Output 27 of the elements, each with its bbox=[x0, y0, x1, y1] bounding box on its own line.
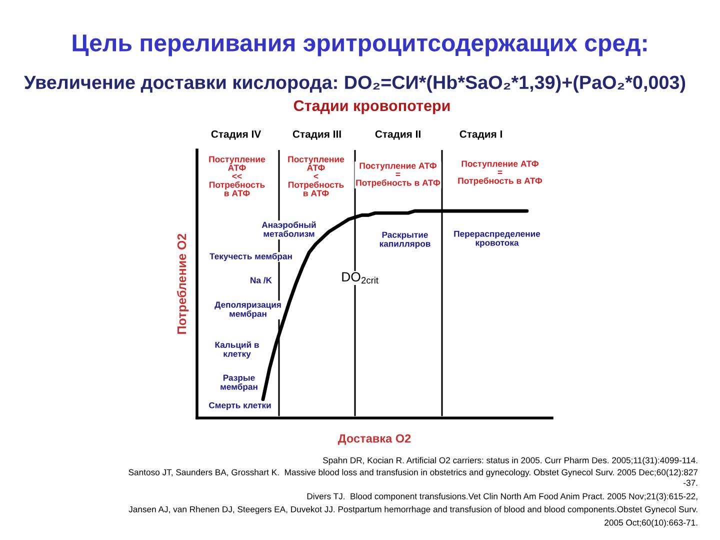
annotation: Перераспределение кровотока bbox=[454, 230, 540, 248]
annotation: Деполяризация мембран bbox=[214, 302, 281, 319]
annotation: Разрые мембран bbox=[220, 374, 258, 392]
chart-subtitle: Увеличение доставки кислорода: DO₂=СИ*(Hb*SaO₂*1,39)+(PaO₂*0,003) bbox=[24, 75, 686, 93]
text: Santoso JT, Saunders BA, Grosshart K. Massive blood loss and transfusion in obstetrics and gynecology. Obstet Gynecol Surv. 2005 Dec;60(12):827 -37. bbox=[128, 469, 698, 486]
annotation: DO$_{2crit}$ bbox=[342, 272, 378, 284]
text: Jansen AJ, van Rhenen DJ, Steegers EA, Duvekot JJ. Postpartum hemorrhage and transfusion of blood and blood components.Obstet Gynecol Surv. 2005 Oct;60(10):663-71. bbox=[128, 506, 698, 528]
text: Стадия II bbox=[375, 130, 420, 140]
text: Стадии кровопотери bbox=[294, 100, 450, 114]
annotation: Раскрытие капилляров bbox=[380, 232, 430, 248]
text: Поступление АТФ = Потребность в АТФ bbox=[356, 162, 440, 188]
text: Divers TJ. Blood component transfusions.Vet Clin North Am Food Anim Pract. 2005 Nov;21(3):615-22, bbox=[307, 493, 698, 502]
text: Стадия I bbox=[460, 130, 502, 140]
text: Поступление АТФ < Потребность в АТФ bbox=[288, 156, 344, 196]
y-axis-title: Потребление O2 bbox=[176, 234, 189, 334]
text: Стадия IV bbox=[211, 130, 262, 140]
x-axis-title: Доставка O2 bbox=[338, 434, 411, 445]
text: Стадия III bbox=[292, 130, 341, 140]
annotation: Смерть клетки bbox=[209, 402, 271, 410]
annotation: Кальций в клетку bbox=[215, 341, 259, 359]
text: Поступление АТФ << Потребность в АТФ bbox=[209, 156, 266, 196]
chart-title: Цель переливания эритроцитсодержащих сред: bbox=[72, 34, 646, 56]
annotation: Na /K bbox=[250, 276, 272, 284]
annotation: Анаэробный метаболизм bbox=[262, 221, 316, 237]
annotation: Текучесть мембран bbox=[210, 252, 292, 262]
text: Spahn DR, Kocian R. Artificial O2 carriers: status in 2005. Curr Pharm Des. 2005;11(31):4099-114. bbox=[323, 457, 698, 466]
text: Поступление АТФ = Потребность в АТФ bbox=[458, 160, 542, 186]
